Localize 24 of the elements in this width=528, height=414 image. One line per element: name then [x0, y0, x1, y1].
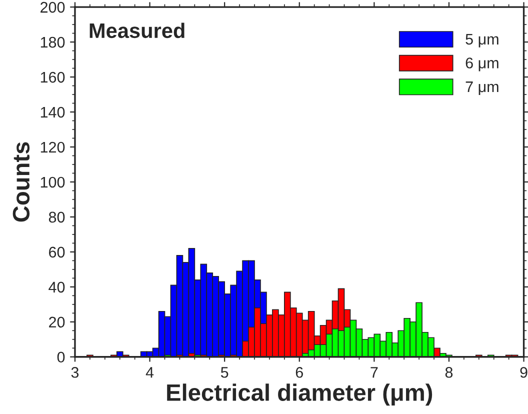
y-tick-label: 180	[40, 36, 65, 48]
y-tick-label: 120	[40, 142, 65, 153]
x-tick-label: 6	[296, 366, 303, 378]
y-tick-label: 100	[40, 176, 65, 188]
x-axis-title: Electrical diameter (μm)	[167, 384, 432, 406]
y-tick-label: 200	[40, 2, 65, 13]
x-tick-label: 7	[370, 367, 378, 378]
y-tick-label: 80	[48, 212, 65, 223]
x-tick-label: 5	[220, 367, 228, 378]
x-tick-label: 8	[445, 366, 453, 378]
y-tick-label: 60	[49, 246, 65, 258]
x-tick-label: 3	[71, 366, 79, 378]
y-tick-label: 160	[40, 72, 65, 83]
y-tick-label: 20	[49, 316, 65, 328]
y-tick-label: 40	[48, 282, 65, 293]
x-tick-label: 4	[146, 367, 154, 378]
x-tick-label: 9	[520, 366, 528, 378]
annotation: Measured	[90, 22, 184, 38]
legend-label: 5 μm	[466, 34, 498, 48]
y-tick-label: 140	[40, 106, 65, 118]
legend-label: 7 μm	[466, 82, 498, 95]
legend-label: 6 μm	[466, 58, 498, 72]
y-axis-title: Counts	[12, 142, 30, 222]
y-tick-label: 0	[57, 352, 65, 363]
